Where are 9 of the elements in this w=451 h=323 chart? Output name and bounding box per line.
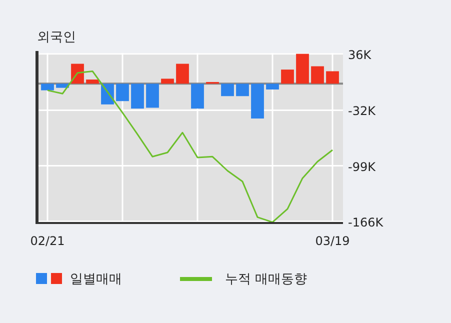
xtick: 02/21 [30,234,65,248]
ytick: -99K [348,160,376,174]
ytick: -32K [348,104,376,118]
ytick: -166K [348,215,384,230]
legend-label: 누적 매매동향 [225,272,308,287]
title: 외국인 [37,30,76,45]
xtick: 03/19 [315,234,350,248]
ytick: 36K [348,48,372,62]
legend-label: 일별매매 [70,272,122,287]
